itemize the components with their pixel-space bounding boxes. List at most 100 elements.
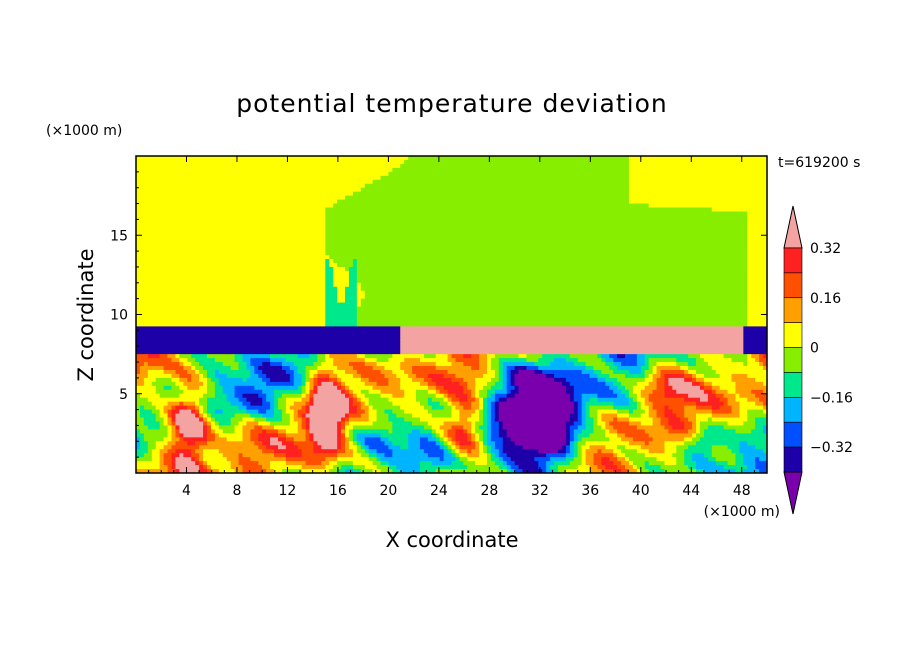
heatmap-cell xyxy=(191,449,196,454)
heatmap-cell xyxy=(214,389,224,395)
heatmap-cell xyxy=(498,417,571,423)
heatmap-cell xyxy=(136,282,326,288)
heatmap-cell xyxy=(443,433,449,438)
heatmap-cell xyxy=(136,373,149,379)
heatmap-cell xyxy=(435,437,441,442)
heatmap-cell xyxy=(392,421,413,427)
heatmap-cell xyxy=(179,377,188,383)
heatmap-cell xyxy=(187,441,196,446)
heatmap-cell xyxy=(628,195,767,201)
heatmap-cell xyxy=(143,377,157,383)
heatmap-cell xyxy=(262,362,271,367)
heatmap-cell xyxy=(546,465,551,470)
heatmap-cell xyxy=(486,409,492,415)
heatmap-cell xyxy=(463,429,468,434)
heatmap-cell xyxy=(514,469,524,473)
heatmap-cell xyxy=(297,366,307,371)
heatmap-cell xyxy=(597,421,606,427)
heatmap-cell xyxy=(345,385,350,391)
heatmap-cell xyxy=(534,362,551,367)
heatmap-cell xyxy=(656,409,666,415)
heatmap-cell xyxy=(139,441,149,446)
heatmap-cell xyxy=(471,413,480,419)
heatmap-cell xyxy=(648,413,658,419)
heatmap-cell xyxy=(506,389,512,395)
heatmap-cell xyxy=(195,413,200,419)
heatmap-cell xyxy=(585,453,595,458)
heatmap-cell xyxy=(747,243,767,248)
heatmap-cell xyxy=(206,381,216,387)
heatmap-cell xyxy=(459,417,468,423)
heatmap-cell xyxy=(747,302,767,308)
heatmap-cell xyxy=(447,449,453,454)
x-tick-label: 28 xyxy=(480,483,498,499)
heatmap-cell xyxy=(605,445,618,450)
heatmap-cell xyxy=(333,369,346,375)
heatmap-cell xyxy=(325,211,748,217)
heatmap-cell xyxy=(759,358,767,363)
heatmap-cell xyxy=(203,429,208,434)
heatmap-cell xyxy=(676,457,685,462)
heatmap-cell xyxy=(435,385,445,391)
heatmap-cell xyxy=(368,409,378,415)
heatmap-cell xyxy=(636,469,642,473)
heatmap-cell xyxy=(246,362,251,367)
heatmap-cell xyxy=(483,405,488,411)
heatmap-cell xyxy=(317,441,338,446)
heatmap-cell xyxy=(467,381,476,387)
heatmap-cell xyxy=(542,369,583,375)
heatmap-cell xyxy=(285,445,299,450)
heatmap-cell xyxy=(664,377,669,383)
heatmap-cell xyxy=(518,385,567,391)
heatmap-cell xyxy=(203,425,208,431)
heatmap-cell xyxy=(479,389,488,395)
heatmap-cell xyxy=(293,381,303,387)
heatmap-cell xyxy=(636,449,650,454)
heatmap-cell xyxy=(703,429,737,434)
heatmap-cell xyxy=(459,381,468,387)
heatmap-cell xyxy=(483,385,492,391)
heatmap-cell xyxy=(285,358,319,363)
heatmap-cell xyxy=(652,401,697,407)
heatmap-cell xyxy=(719,405,733,411)
heatmap-cell xyxy=(368,453,378,458)
heatmap-cell xyxy=(175,381,184,387)
heatmap-cell xyxy=(565,449,571,454)
heatmap-cell xyxy=(337,298,346,304)
heatmap-cell xyxy=(597,465,606,470)
heatmap-cell xyxy=(309,389,315,395)
heatmap-cell xyxy=(183,437,208,442)
heatmap-cell xyxy=(266,373,291,379)
heatmap-cell xyxy=(416,389,429,395)
heatmap-cell xyxy=(479,441,484,446)
heatmap-cell xyxy=(368,405,374,411)
heatmap-cell xyxy=(510,437,567,442)
heatmap-cell xyxy=(617,457,626,462)
heatmap-cell xyxy=(313,393,346,399)
heatmap-cell xyxy=(640,413,650,419)
heatmap-cell xyxy=(585,421,595,427)
heatmap-cell xyxy=(136,207,326,213)
heatmap-cell xyxy=(274,401,279,407)
heatmap-cell xyxy=(199,453,204,458)
heatmap-cell xyxy=(447,433,457,438)
heatmap-cell xyxy=(419,441,437,446)
heatmap-cell xyxy=(502,373,508,379)
heatmap-cell xyxy=(471,389,476,395)
heatmap-cell xyxy=(218,421,232,427)
heatmap-cell xyxy=(601,461,614,466)
heatmap-cell xyxy=(325,207,713,213)
heatmap-cell xyxy=(703,433,767,438)
heatmap-cell xyxy=(715,461,729,466)
heatmap-cell xyxy=(546,453,567,458)
heatmap-cell xyxy=(277,397,287,403)
heatmap-cell xyxy=(589,409,599,415)
heatmap-cell xyxy=(352,401,362,407)
heatmap-cell xyxy=(727,421,744,427)
heatmap-cell xyxy=(644,409,650,415)
heatmap-cell xyxy=(270,362,283,367)
heatmap-cell xyxy=(400,381,421,387)
heatmap-cell xyxy=(246,405,271,411)
heatmap-cell xyxy=(266,397,275,403)
heatmap-cell xyxy=(408,156,630,161)
